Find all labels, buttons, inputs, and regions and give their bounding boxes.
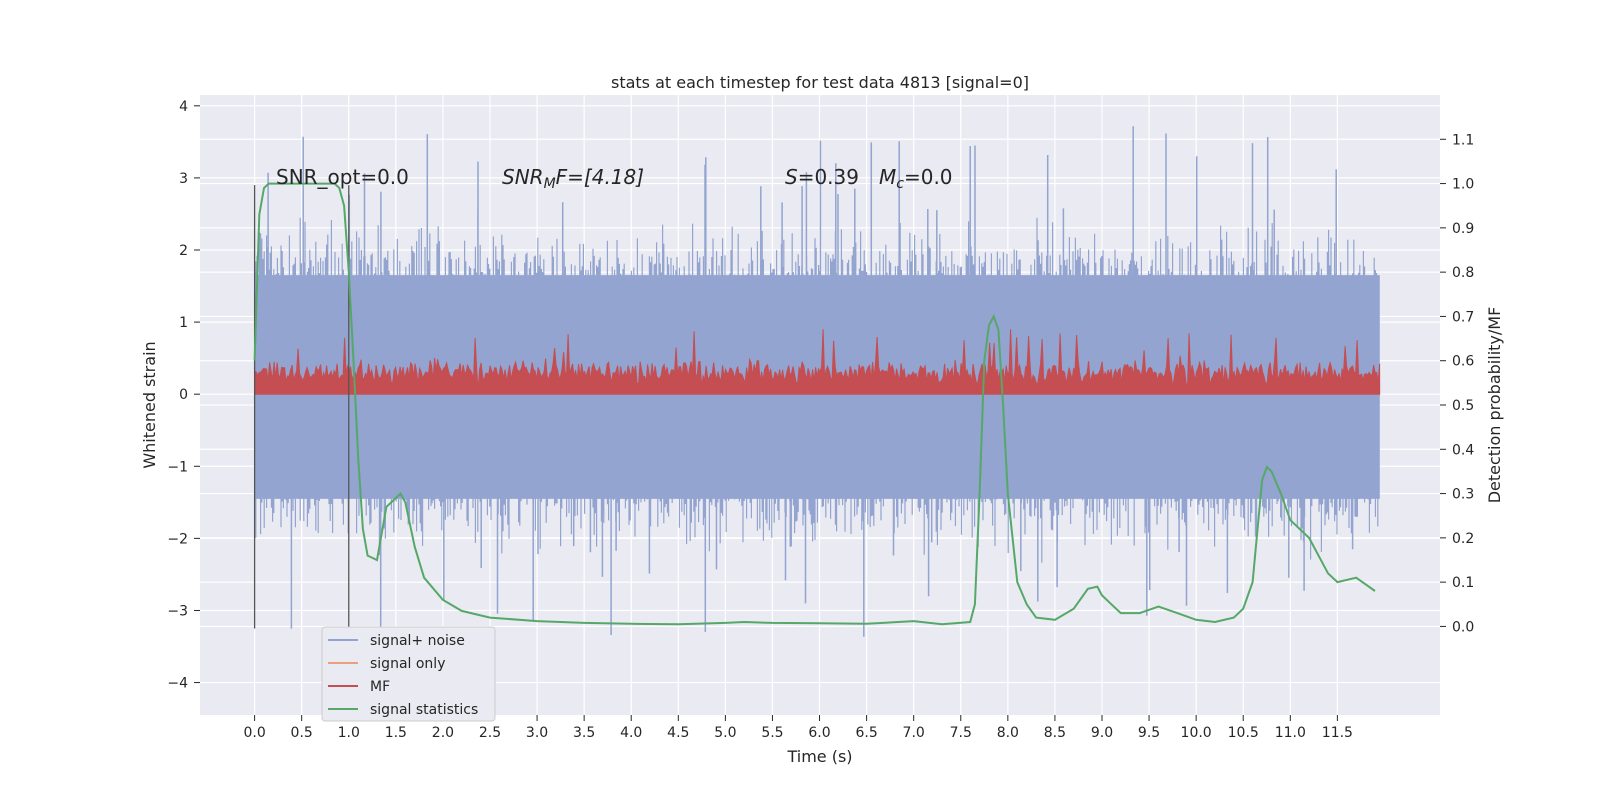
- y-right-tick-label: 0.3: [1452, 487, 1474, 503]
- y-right-tick-label: 0.8: [1452, 265, 1474, 281]
- y-right-tick-label: 0.4: [1452, 442, 1474, 458]
- annotation-s: S=0.39: [785, 165, 859, 189]
- x-tick-label: 5.5: [761, 725, 783, 741]
- y-tick-label: 1: [179, 315, 188, 331]
- legend-label-signal-only: signal only: [370, 656, 445, 672]
- x-tick-label: 6.0: [808, 725, 830, 741]
- annotation-snr-opt: SNR_opt=0.0: [276, 165, 409, 189]
- y-ticks: −4 −3 −2 −1 0 1 2 3 4: [167, 99, 200, 692]
- legend-label-signal-noise: signal+ noise: [370, 633, 465, 649]
- x-tick-label: 11.0: [1275, 725, 1306, 741]
- x-tick-label: 2.0: [432, 725, 454, 741]
- x-tick-label: 0.5: [291, 725, 313, 741]
- x-tick-label: 1.5: [385, 725, 407, 741]
- y-tick-label: −1: [167, 459, 188, 475]
- y-right-tick-label: 0.5: [1452, 398, 1474, 414]
- x-tick-label: 3.0: [526, 725, 548, 741]
- y-right-ticks: 0.0 0.1 0.2 0.3 0.4 0.5 0.6 0.7 0.8 0.9 1.0 1.1: [1440, 132, 1474, 635]
- x-tick-label: 8.5: [1044, 725, 1066, 741]
- y-tick-label: −2: [167, 531, 188, 547]
- y-right-axis-label: Detection probability/MF: [1485, 307, 1504, 504]
- y-right-tick-label: 0.9: [1452, 221, 1474, 237]
- y-tick-label: 0: [179, 387, 188, 403]
- y-tick-label: −4: [167, 676, 188, 692]
- y-right-tick-label: 0.0: [1452, 619, 1474, 635]
- y-right-tick-label: 0.2: [1452, 531, 1474, 547]
- y-right-tick-label: 0.6: [1452, 354, 1474, 370]
- x-axis-label: Time (s): [786, 747, 852, 766]
- x-ticks: 0.0 0.5 1.0 1.5 2.0 2.5 3.0 3.5 4.0 4.5 5.0 5.5 6.0 6…: [243, 715, 1353, 741]
- x-tick-label: 1.0: [338, 725, 360, 741]
- mf-trace: [254, 329, 1381, 395]
- y-tick-label: 4: [179, 99, 188, 115]
- x-tick-label: 9.0: [1091, 725, 1113, 741]
- y-right-tick-label: 1.1: [1452, 132, 1474, 148]
- x-tick-label: 2.5: [479, 725, 501, 741]
- x-tick-label: 4.5: [667, 725, 689, 741]
- annotation-mc: Mc=0.0: [879, 165, 953, 192]
- legend: signal+ noise signal only MF signal stat…: [321, 626, 496, 722]
- y-right-tick-label: 0.1: [1452, 575, 1474, 591]
- y-tick-label: −3: [167, 603, 188, 619]
- legend-box: [321, 626, 496, 722]
- x-tick-label: 7.0: [903, 725, 925, 741]
- x-tick-label: 11.5: [1322, 725, 1353, 741]
- x-tick-label: 5.0: [714, 725, 736, 741]
- legend-label-mf: MF: [370, 679, 390, 695]
- x-tick-label: 8.0: [997, 725, 1019, 741]
- x-tick-label: 3.5: [573, 725, 595, 741]
- x-tick-label: 9.5: [1138, 725, 1160, 741]
- y-tick-label: 3: [179, 171, 188, 187]
- x-tick-label: 10.0: [1181, 725, 1212, 741]
- x-tick-label: 7.5: [950, 725, 972, 741]
- annotation-snr-mf: SNRMF=[4.18]: [502, 165, 644, 192]
- y-right-tick-label: 1.0: [1452, 177, 1474, 193]
- x-tick-label: 0.0: [243, 725, 265, 741]
- series-signal-statistics: [253, 182, 1376, 626]
- y-right-tick-label: 0.7: [1452, 309, 1474, 325]
- y-tick-label: 2: [179, 243, 188, 259]
- x-tick-label: 6.5: [855, 725, 877, 741]
- chart-title: stats at each timestep for test data 481…: [611, 73, 1029, 92]
- x-tick-label: 10.5: [1228, 725, 1259, 741]
- x-tick-label: 4.0: [620, 725, 642, 741]
- series-mf: [254, 329, 1381, 395]
- y-axis-label: Whitened strain: [140, 341, 159, 468]
- legend-label-signal-statistics: signal statistics: [370, 702, 478, 718]
